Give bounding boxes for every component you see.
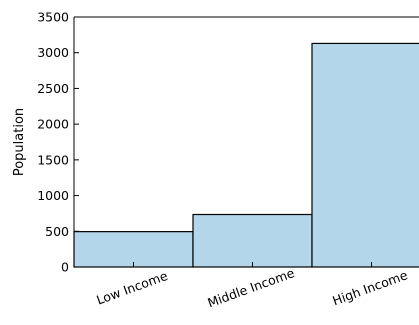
y-axis-ticks: 0 500 1000 1500 2000 2500 3000 3500 <box>37 10 79 275</box>
x-tick-label: Low Income <box>94 268 170 308</box>
y-tick-label: 500 <box>45 224 69 239</box>
y-tick-label: 3500 <box>37 10 69 25</box>
bar-low-income <box>73 231 194 268</box>
y-tick-label: 1500 <box>37 152 69 167</box>
y-tick-label: 1000 <box>37 188 69 203</box>
y-tick-label: 0 <box>61 260 69 275</box>
y-axis-label: Population <box>12 108 27 176</box>
x-tick-label: High Income <box>330 267 409 308</box>
y-tick-label: 2500 <box>37 81 69 96</box>
bar-high-income <box>311 42 419 268</box>
y-tick-label: 3000 <box>37 45 69 60</box>
x-axis-ticks: Low Income Middle Income High Income <box>94 262 410 310</box>
y-tick-label: 2000 <box>37 117 69 132</box>
bar-middle-income <box>192 213 313 268</box>
x-tick-label: Middle Income <box>206 265 297 310</box>
bars-group <box>73 42 419 268</box>
